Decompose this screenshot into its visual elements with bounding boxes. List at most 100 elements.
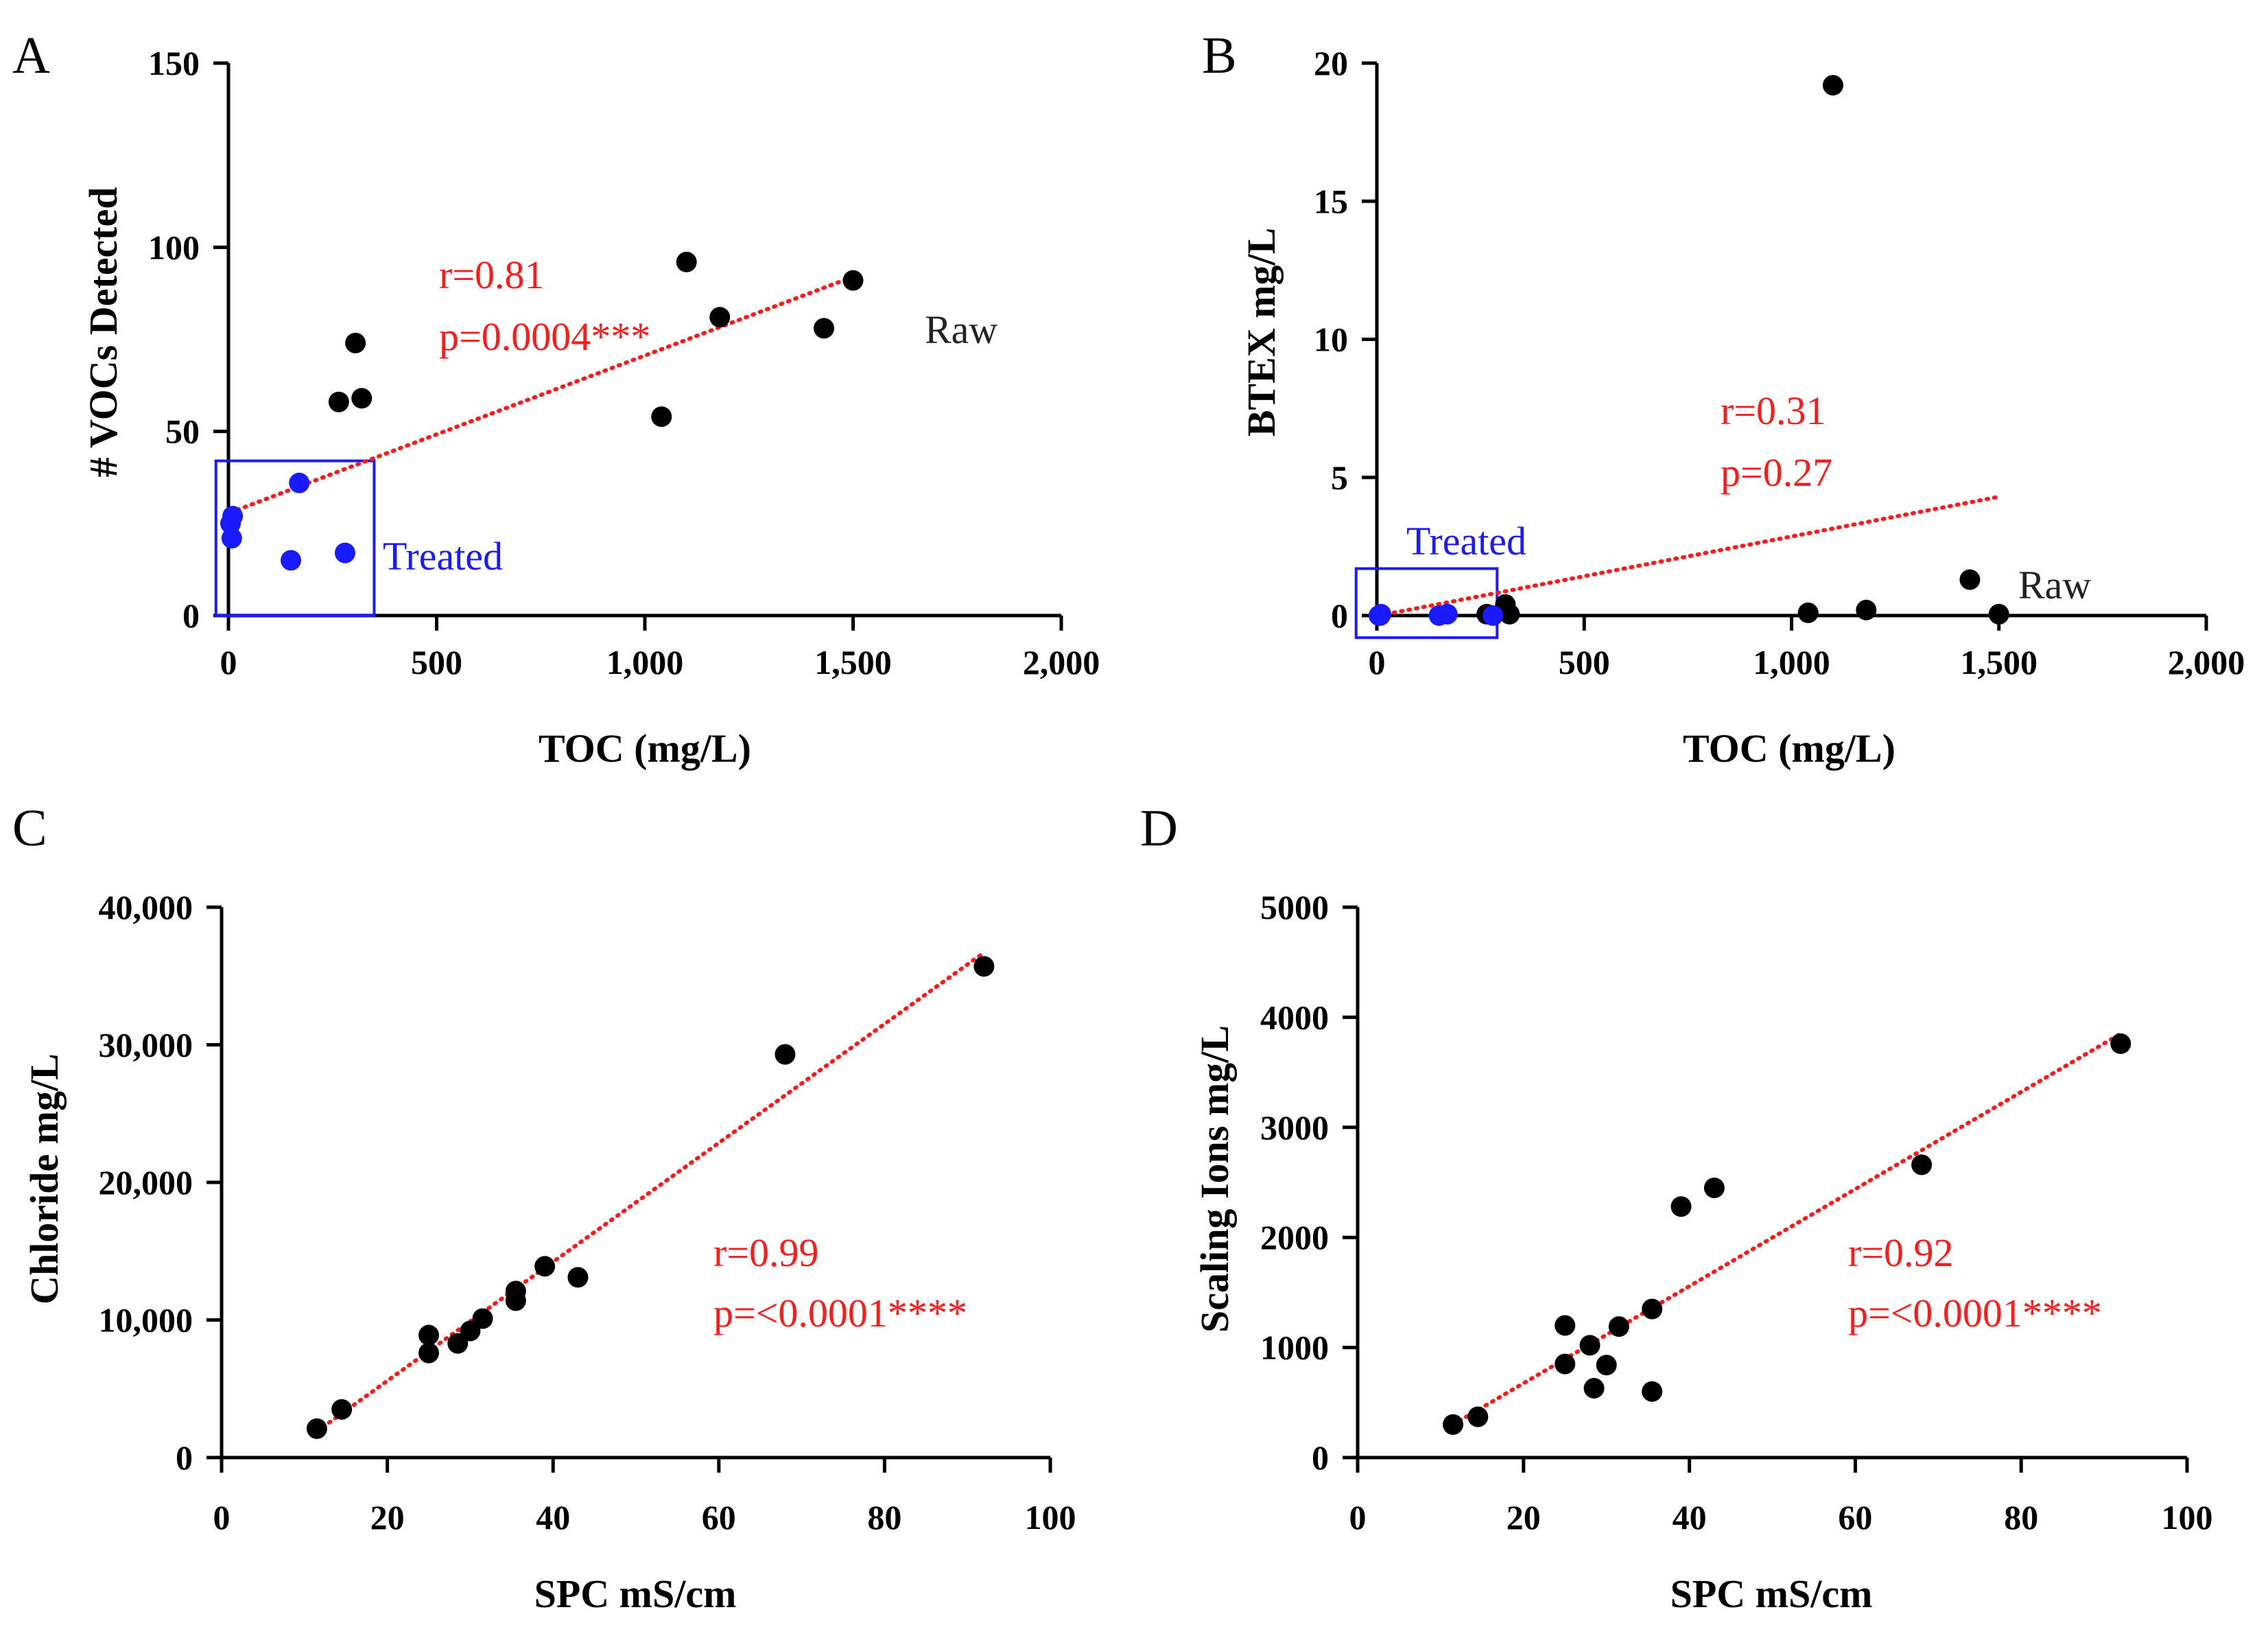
- x-tick-label: 20: [370, 1498, 405, 1536]
- samples-data-point: [775, 1044, 796, 1065]
- x-tick-label: 1,000: [606, 643, 684, 681]
- panel-letter-c: C: [12, 799, 47, 857]
- y-tick-label: 50: [165, 412, 200, 451]
- samples-data-point: [1467, 1406, 1489, 1427]
- y-axis-title: BTEX mg/L: [1239, 228, 1284, 437]
- p-value-label: p=<0.0001****: [713, 1291, 967, 1335]
- treated-data-point: [1437, 603, 1458, 624]
- panel-c: 0 20 40 60 80 100 0 10,000 20,000 30,000 40,000 C SP…: [12, 799, 1076, 1616]
- samples-data-point: [1608, 1316, 1629, 1337]
- samples-data-point: [1443, 1414, 1464, 1435]
- x-tick-label: 500: [411, 643, 462, 681]
- treated-group-label: Treated: [383, 534, 503, 578]
- x-tick-label: 0: [1349, 1498, 1367, 1536]
- y-tick-label: 4000: [1260, 998, 1329, 1036]
- p-value-label: p=0.27: [1721, 450, 1832, 495]
- y-axis-title: Scaling Ions mg/L: [1192, 1025, 1237, 1333]
- raw-data-point: [1959, 569, 1981, 590]
- raw-data-point: [842, 270, 864, 291]
- x-tick-label: 60: [702, 1498, 736, 1536]
- y-tick-label: 150: [148, 44, 200, 82]
- y-tick-label: 1000: [1260, 1329, 1329, 1367]
- x-tick-label: 60: [1838, 1498, 1872, 1536]
- treated-group-label: Treated: [1406, 519, 1526, 563]
- y-tick-label: 20,000: [99, 1163, 193, 1202]
- treated-data-point: [222, 506, 244, 527]
- treated-data-point: [1483, 605, 1504, 626]
- y-tick-label: 0: [1331, 596, 1348, 635]
- raw-data-point: [651, 406, 672, 428]
- x-axis-title: TOC (mg/L): [539, 726, 751, 771]
- raw-data-point: [1988, 603, 2009, 624]
- raw-data-point: [676, 251, 697, 272]
- samples-data-point: [1911, 1154, 1933, 1176]
- y-tick-label: 5000: [1260, 888, 1329, 926]
- samples-data-point: [1642, 1381, 1663, 1402]
- samples-data-point: [418, 1324, 439, 1346]
- x-tick-label: 0: [213, 1498, 231, 1536]
- y-tick-label: 40,000: [99, 888, 193, 926]
- samples-data-point: [1555, 1315, 1576, 1336]
- treated-data-point: [221, 528, 242, 549]
- raw-data-point: [345, 332, 366, 353]
- samples-data-point: [1596, 1355, 1617, 1376]
- treated-data-point: [334, 542, 355, 563]
- y-axis-title: Chloride mg/L: [22, 1053, 67, 1305]
- samples-data-point: [534, 1256, 556, 1277]
- x-tick-label: 1,500: [814, 643, 892, 681]
- samples-data-point: [472, 1308, 493, 1329]
- raw-group-label: Raw: [2018, 563, 2091, 607]
- x-tick-label: 1,500: [1961, 643, 2038, 681]
- y-tick-label: 10,000: [99, 1301, 193, 1340]
- x-tick-label: 100: [2162, 1498, 2213, 1536]
- samples-data-point: [1579, 1335, 1600, 1356]
- raw-data-point: [1856, 599, 1877, 620]
- raw-data-point: [1822, 75, 1843, 96]
- treated-data-point: [281, 550, 302, 571]
- samples-data-point: [1703, 1178, 1725, 1199]
- y-tick-label: 5: [1331, 458, 1348, 497]
- raw-data-point: [328, 391, 349, 412]
- x-tick-label: 0: [1369, 643, 1386, 681]
- y-tick-label: 3000: [1260, 1108, 1329, 1147]
- samples-data-point: [418, 1342, 439, 1364]
- trendline: [228, 274, 855, 515]
- y-tick-label: 100: [148, 228, 200, 266]
- y-tick-label: 0: [176, 1438, 193, 1477]
- panel-letter-b: B: [1202, 27, 1237, 84]
- treated-region-box: [214, 459, 376, 617]
- raw-data-point: [351, 388, 373, 409]
- x-tick-label: 40: [536, 1498, 570, 1536]
- treated-data-point: [1369, 605, 1391, 626]
- raw-data-point: [709, 307, 731, 328]
- treated-data-point: [289, 472, 310, 493]
- samples-data-point: [1555, 1353, 1576, 1375]
- x-tick-label: 80: [867, 1498, 901, 1536]
- x-tick-label: 2,000: [2168, 643, 2245, 681]
- x-tick-label: 20: [1507, 1498, 1541, 1536]
- samples-data-point: [505, 1290, 526, 1311]
- correlation-r-label: r=0.31: [1721, 388, 1826, 433]
- samples-data-point: [973, 956, 995, 977]
- samples-data-point: [1583, 1377, 1605, 1399]
- x-tick-label: 100: [1025, 1498, 1076, 1536]
- samples-data-point: [2110, 1033, 2131, 1054]
- correlation-r-label: r=0.92: [1848, 1230, 1954, 1275]
- y-tick-label: 0: [182, 596, 200, 635]
- p-value-label: p=0.0004***: [439, 314, 650, 359]
- correlation-r-label: r=0.99: [713, 1230, 819, 1275]
- y-tick-label: 10: [1314, 320, 1348, 359]
- x-axis-title: SPC mS/cm: [534, 1571, 737, 1616]
- x-tick-label: 500: [1559, 643, 1610, 681]
- y-tick-label: 0: [1312, 1438, 1329, 1477]
- panel-b: 0 500 1,000 1,500 2,000 0 5 10 15 20 B TOC (mg/L) BT…: [1202, 27, 2245, 771]
- trendline: [1451, 1031, 2123, 1427]
- y-axis-title: # VOCs Detected: [81, 187, 126, 478]
- samples-data-point: [331, 1399, 353, 1420]
- p-value-label: p=<0.0001****: [1848, 1291, 2102, 1335]
- panel-a: 0 500 1,000 1,500 2,000 0 50 100 150 A TOC (mg/L) #…: [12, 27, 1100, 771]
- samples-data-point: [1642, 1298, 1663, 1320]
- raw-data-point: [1499, 603, 1520, 624]
